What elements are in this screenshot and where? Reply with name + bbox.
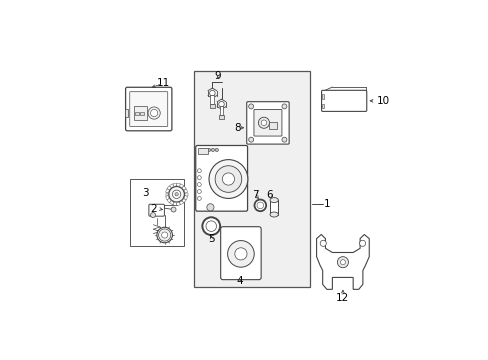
Text: 6: 6 xyxy=(266,190,273,200)
Circle shape xyxy=(197,197,201,201)
Polygon shape xyxy=(167,186,171,190)
Circle shape xyxy=(162,232,167,238)
Polygon shape xyxy=(165,195,169,200)
Circle shape xyxy=(203,148,206,152)
Polygon shape xyxy=(165,193,168,196)
Polygon shape xyxy=(169,201,174,205)
Circle shape xyxy=(282,104,286,109)
Circle shape xyxy=(171,207,176,212)
Circle shape xyxy=(208,159,247,198)
Circle shape xyxy=(258,117,269,128)
Circle shape xyxy=(359,240,365,246)
Circle shape xyxy=(207,148,210,152)
Text: 1: 1 xyxy=(323,199,329,209)
FancyBboxPatch shape xyxy=(129,92,167,126)
Text: 4: 4 xyxy=(236,276,243,286)
Bar xyxy=(134,106,147,120)
Text: 11: 11 xyxy=(157,77,170,87)
Ellipse shape xyxy=(269,198,278,203)
Bar xyxy=(130,179,183,246)
Circle shape xyxy=(234,248,246,260)
Bar xyxy=(269,200,278,215)
Bar xyxy=(193,71,309,287)
Polygon shape xyxy=(173,202,177,206)
Text: 10: 10 xyxy=(376,96,389,107)
Circle shape xyxy=(211,148,214,152)
Circle shape xyxy=(227,240,254,267)
Bar xyxy=(209,104,214,108)
Text: 2: 2 xyxy=(150,204,157,214)
Polygon shape xyxy=(167,198,171,203)
Circle shape xyxy=(205,221,216,231)
Text: 9: 9 xyxy=(214,71,221,81)
Circle shape xyxy=(215,148,218,152)
Polygon shape xyxy=(183,195,187,200)
Circle shape xyxy=(206,204,214,211)
Bar xyxy=(210,95,214,104)
Bar xyxy=(125,109,128,117)
Bar xyxy=(135,112,139,115)
FancyBboxPatch shape xyxy=(195,145,247,211)
Text: 3: 3 xyxy=(142,188,148,198)
Circle shape xyxy=(197,190,201,193)
Polygon shape xyxy=(176,183,180,186)
Polygon shape xyxy=(182,186,186,190)
Circle shape xyxy=(150,212,155,217)
Circle shape xyxy=(158,229,170,241)
Bar xyxy=(268,122,276,129)
Polygon shape xyxy=(182,198,186,203)
Circle shape xyxy=(257,202,263,209)
Circle shape xyxy=(282,137,286,142)
Polygon shape xyxy=(173,183,177,186)
Circle shape xyxy=(202,217,220,235)
FancyBboxPatch shape xyxy=(321,90,366,111)
FancyBboxPatch shape xyxy=(220,227,261,280)
Ellipse shape xyxy=(269,212,278,217)
Circle shape xyxy=(197,169,201,173)
Polygon shape xyxy=(179,201,183,205)
Bar xyxy=(198,148,208,154)
Bar xyxy=(219,106,223,115)
Circle shape xyxy=(320,240,325,246)
FancyBboxPatch shape xyxy=(125,87,172,131)
Circle shape xyxy=(150,109,158,117)
Circle shape xyxy=(168,186,184,202)
Circle shape xyxy=(175,193,178,196)
Circle shape xyxy=(248,104,253,109)
Circle shape xyxy=(199,148,203,152)
Circle shape xyxy=(172,190,181,198)
Bar xyxy=(219,115,224,119)
Circle shape xyxy=(337,257,348,268)
Polygon shape xyxy=(176,202,180,206)
Bar xyxy=(140,112,143,115)
Circle shape xyxy=(148,107,160,119)
Circle shape xyxy=(218,102,224,107)
Circle shape xyxy=(340,260,345,265)
Circle shape xyxy=(209,90,215,96)
Polygon shape xyxy=(316,234,368,289)
Text: 12: 12 xyxy=(336,293,349,303)
Bar xyxy=(321,104,324,108)
Circle shape xyxy=(248,137,253,142)
FancyBboxPatch shape xyxy=(253,109,282,136)
Polygon shape xyxy=(165,189,169,193)
Circle shape xyxy=(222,173,234,185)
FancyBboxPatch shape xyxy=(246,102,288,144)
Bar xyxy=(321,94,324,99)
FancyBboxPatch shape xyxy=(148,204,164,216)
Text: 5: 5 xyxy=(208,234,215,244)
Circle shape xyxy=(197,183,201,186)
Text: 8: 8 xyxy=(234,123,241,133)
Circle shape xyxy=(254,199,265,211)
Polygon shape xyxy=(179,184,183,188)
Text: 7: 7 xyxy=(252,190,258,200)
Circle shape xyxy=(197,176,201,180)
Circle shape xyxy=(215,166,241,192)
Polygon shape xyxy=(169,184,174,188)
Circle shape xyxy=(157,227,172,243)
Polygon shape xyxy=(183,189,187,193)
Polygon shape xyxy=(184,193,187,196)
Circle shape xyxy=(261,120,266,126)
